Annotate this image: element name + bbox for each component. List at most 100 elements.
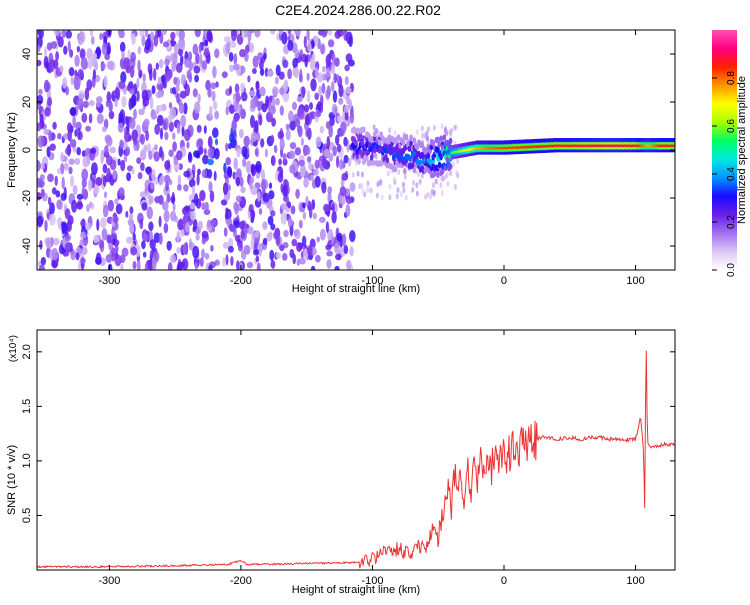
noise-speck xyxy=(314,159,320,169)
ridge-cell xyxy=(393,166,398,173)
noise-speck xyxy=(47,173,54,183)
noise-speck xyxy=(129,117,136,130)
noise-speck xyxy=(173,76,178,85)
noise-speck xyxy=(55,51,59,61)
noise-speck xyxy=(347,157,352,167)
noise-speck xyxy=(37,94,44,105)
noise-speck xyxy=(77,68,84,78)
noise-speck xyxy=(96,113,104,125)
noise-speck xyxy=(240,108,245,120)
noise-speck xyxy=(194,74,200,83)
noise-speck xyxy=(49,143,56,151)
noise-speck xyxy=(288,110,294,122)
ridge-cell xyxy=(371,159,376,166)
noise-speck xyxy=(315,136,322,148)
noise-speck xyxy=(247,75,251,83)
noise-speck xyxy=(226,166,232,177)
noise-speck xyxy=(332,145,338,157)
noise-speck xyxy=(74,129,78,137)
noise-speck xyxy=(287,201,292,209)
noise-speck xyxy=(327,39,335,48)
noise-speck xyxy=(325,244,332,251)
noise-speck xyxy=(209,190,215,203)
noise-speck xyxy=(328,152,334,162)
noise-speck xyxy=(210,82,217,90)
noise-speck xyxy=(252,55,259,68)
noise-speck xyxy=(235,176,241,187)
ridge-cell xyxy=(407,145,412,152)
noise-speck xyxy=(157,30,162,37)
noise-speck xyxy=(37,59,42,67)
noise-speck xyxy=(136,90,140,102)
noise-speck xyxy=(194,262,198,270)
noise-speck xyxy=(440,190,444,197)
noise-speck xyxy=(102,204,109,218)
noise-speck xyxy=(271,95,276,108)
noise-speck xyxy=(345,87,352,95)
noise-speck xyxy=(432,182,435,189)
noise-speck xyxy=(232,63,240,71)
noise-speck xyxy=(399,190,403,197)
noise-speck xyxy=(277,130,284,140)
noise-speck xyxy=(156,82,164,91)
noise-speck xyxy=(329,116,335,127)
noise-speck xyxy=(121,96,127,108)
noise-speck xyxy=(242,157,247,168)
noise-speck xyxy=(227,184,231,192)
noise-speck xyxy=(162,41,170,48)
noise-speck xyxy=(327,30,333,36)
noise-speck xyxy=(310,78,317,92)
x-tick-label: -200 xyxy=(230,275,252,287)
noise-speck xyxy=(244,44,250,54)
y-tick-label: 1.0 xyxy=(21,453,33,468)
noise-speck xyxy=(46,146,51,158)
noise-speck xyxy=(361,188,365,195)
noise-speck xyxy=(176,230,180,242)
noise-speck xyxy=(180,54,184,67)
noise-speck xyxy=(299,49,304,57)
noise-speck xyxy=(338,84,344,98)
noise-speck xyxy=(233,157,238,170)
noise-speck xyxy=(192,43,199,55)
noise-speck xyxy=(114,198,119,205)
noise-speck xyxy=(321,30,328,38)
ridge-cell xyxy=(379,160,383,167)
noise-speck xyxy=(454,183,457,190)
noise-speck xyxy=(439,182,443,188)
noise-speck xyxy=(291,238,298,247)
ridge-cell xyxy=(409,134,413,141)
noise-speck xyxy=(273,144,278,154)
noise-speck xyxy=(51,247,58,261)
noise-speck xyxy=(225,207,229,214)
noise-speck xyxy=(170,31,176,41)
noise-speck xyxy=(319,125,324,134)
y-tick-label: -40 xyxy=(21,238,33,254)
noise-speck xyxy=(176,247,181,254)
noise-speck xyxy=(224,212,229,220)
noise-speck xyxy=(271,260,276,270)
noise-speck xyxy=(433,124,436,131)
noise-speck xyxy=(162,120,167,130)
noise-speck xyxy=(293,228,301,240)
noise-speck xyxy=(349,230,356,243)
spectrogram-y-ticks: -40 -20 0 20 40 xyxy=(21,48,675,254)
noise-speck xyxy=(61,223,68,234)
noise-speck xyxy=(148,195,154,204)
noise-speck xyxy=(121,50,125,61)
colorbar-tick-label: 0.0 xyxy=(726,263,737,277)
noise-speck xyxy=(72,114,76,128)
noise-speck xyxy=(239,49,246,58)
noise-speck xyxy=(321,157,328,169)
noise-speck xyxy=(243,227,249,235)
noise-speck xyxy=(335,134,340,146)
noise-speck xyxy=(279,105,284,116)
noise-speck xyxy=(300,137,304,146)
noise-speck xyxy=(132,261,137,270)
noise-speck xyxy=(356,170,360,177)
noise-speck xyxy=(262,192,270,203)
noise-speck xyxy=(121,247,129,257)
noise-speck xyxy=(165,70,171,82)
ridge-cell xyxy=(362,126,366,133)
noise-speck xyxy=(432,189,436,196)
noise-speck xyxy=(338,97,344,105)
